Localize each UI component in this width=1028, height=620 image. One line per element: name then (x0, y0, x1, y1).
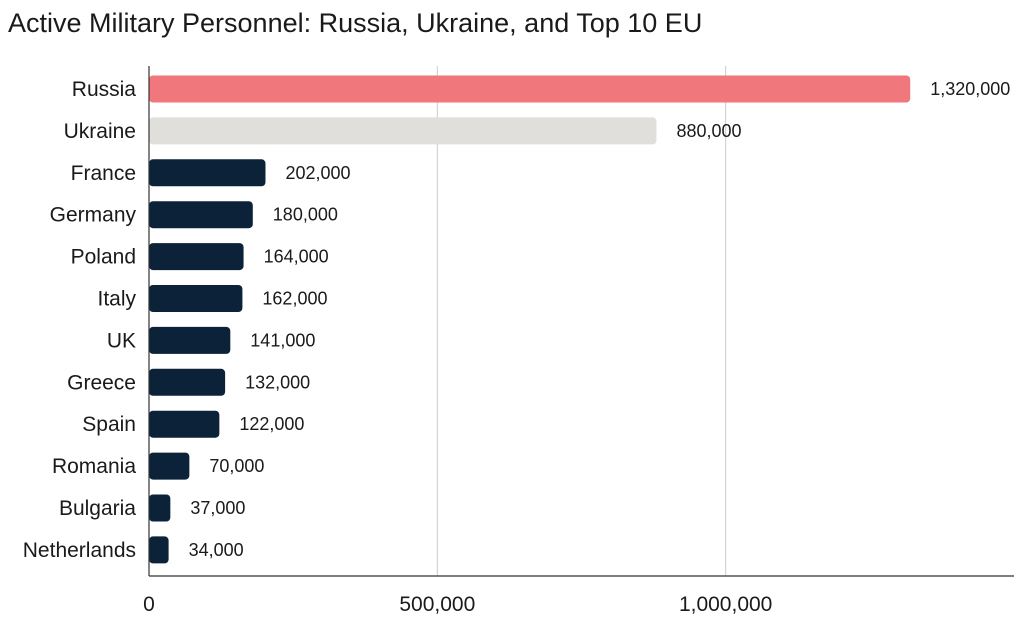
data-label: 34,000 (189, 540, 244, 560)
category-label: Italy (97, 288, 136, 311)
category-label: France (71, 162, 136, 185)
data-label: 37,000 (190, 498, 245, 518)
bar (149, 75, 911, 103)
bar (149, 452, 190, 480)
bars (149, 75, 911, 564)
bar (149, 159, 266, 187)
data-label: 70,000 (209, 456, 264, 476)
bar (149, 494, 171, 522)
data-label: 180,000 (273, 205, 338, 225)
category-label: Germany (50, 204, 137, 227)
category-label: Spain (82, 413, 136, 436)
chart-title: Active Military Personnel: Russia, Ukrai… (8, 8, 703, 38)
bar (149, 368, 226, 396)
bar (149, 326, 231, 354)
data-label: 164,000 (264, 247, 329, 267)
axes (148, 66, 1014, 577)
bar (149, 117, 657, 145)
data-label: 132,000 (245, 372, 310, 392)
category-label: Ukraine (64, 120, 136, 143)
category-label: Greece (67, 371, 136, 394)
bar (149, 536, 169, 564)
category-label: UK (107, 329, 136, 352)
bar (149, 285, 243, 312)
category-labels: Russia Ukraine France Germany Poland Italy UK G… (23, 78, 137, 562)
data-label: 1,320,000 (930, 79, 1010, 99)
category-label: Romania (52, 455, 136, 478)
gridlines (436, 66, 727, 576)
category-label: Netherlands (23, 539, 136, 562)
data-label: 162,000 (262, 289, 327, 309)
x-tick-label: 1,000,000 (679, 593, 772, 616)
x-tick-labels: 0 500,000 1,000,000 (143, 593, 772, 616)
bar (149, 243, 244, 271)
x-tick-label: 0 (143, 593, 155, 616)
data-label: 202,000 (285, 163, 350, 183)
data-label: 141,000 (250, 330, 315, 350)
bar (149, 410, 220, 438)
category-label: Bulgaria (59, 497, 136, 520)
value-labels: 1,320,000 880,000 202,000 180,000 164,000 162… (189, 79, 1011, 560)
data-label: 122,000 (239, 414, 304, 434)
x-tick-label: 500,000 (399, 593, 475, 616)
category-label: Poland (71, 246, 136, 269)
data-label: 880,000 (676, 121, 741, 141)
category-label: Russia (72, 78, 137, 101)
bar (149, 201, 253, 229)
